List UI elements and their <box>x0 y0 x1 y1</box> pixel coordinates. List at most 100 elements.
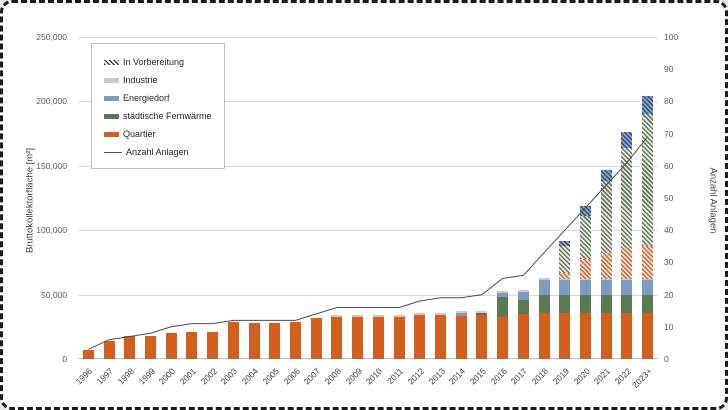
left-axis-tick: 0 <box>62 354 67 364</box>
gridline <box>78 101 658 103</box>
gridline <box>78 37 658 38</box>
bar-segment <box>580 280 591 295</box>
gridline <box>78 294 658 296</box>
legend-color-swatch <box>104 77 119 83</box>
bar-segment <box>621 294 633 313</box>
bar-segment <box>290 322 301 359</box>
bar-segment <box>621 312 633 359</box>
bar-segment <box>517 313 529 359</box>
left-axis-tick: 150,000 <box>36 160 67 171</box>
bar-segment <box>124 335 136 359</box>
bar-segment <box>476 310 488 313</box>
bar-segment <box>352 315 364 317</box>
bar-segment <box>517 292 529 300</box>
bar-segment <box>393 316 405 359</box>
right-axis-tick: 60 <box>664 160 674 171</box>
legend-line-swatch <box>104 151 122 153</box>
bar-segment <box>559 245 571 273</box>
bar-segment <box>248 322 260 359</box>
legend-color-swatch <box>104 95 119 101</box>
legend-color-swatch <box>104 113 119 119</box>
bar-segment <box>642 113 654 247</box>
left-axis-tick: 200,000 <box>36 96 67 107</box>
bar-segment <box>435 312 446 316</box>
bar-segment <box>476 312 488 316</box>
right-axis-tick: 10 <box>664 321 674 332</box>
legend-item: Anzahl Anlagen <box>104 143 212 161</box>
bar-segment <box>559 272 571 279</box>
legend-color-swatch <box>104 131 119 137</box>
bar-segment <box>642 246 654 279</box>
bar-segment <box>580 294 591 313</box>
x-axis-tick-labels: 1996 1997 1998 1999 2000 2001 2002 2003 2004 2005… <box>74 360 658 407</box>
bar-segment <box>600 294 612 313</box>
bar-segment <box>600 181 612 254</box>
bar-segment <box>600 278 612 281</box>
bar-segment <box>580 312 591 359</box>
bar-segment <box>621 280 633 295</box>
right-axis-tick: 70 <box>664 128 674 139</box>
bar-segment <box>455 315 467 359</box>
legend-item: Industrie <box>104 71 212 89</box>
right-axis-tick: 100 <box>664 32 679 42</box>
anzahl-anlagen-line <box>88 136 648 350</box>
gridline <box>78 230 658 232</box>
bar-segment <box>207 331 219 359</box>
bar-segment <box>621 248 633 279</box>
bar-segment <box>538 277 550 280</box>
bar-segment <box>559 294 571 313</box>
bar-segment <box>621 278 633 281</box>
bar-segment <box>600 169 612 182</box>
bar-segment <box>455 311 467 314</box>
bar-segment <box>372 315 384 317</box>
bar-segment <box>476 315 488 359</box>
bar-segment <box>621 147 633 249</box>
bar-segment <box>186 331 198 359</box>
bar-segment <box>600 280 612 295</box>
bar-segment <box>580 205 591 217</box>
left-axis-tick-labels: 0 50,000 100,000 150,000 200,000 250,000 <box>3 32 73 364</box>
legend-label: Industrie <box>123 75 158 85</box>
bar-segment <box>642 95 654 114</box>
bar-segment <box>372 316 384 359</box>
bar-segment <box>103 340 115 359</box>
bar-segment <box>517 299 529 314</box>
legend-item: In Vorbereitung <box>104 53 212 71</box>
bar-segment <box>455 313 467 316</box>
bar-segment <box>580 278 591 281</box>
bar-segment <box>331 316 343 359</box>
bar-segment <box>269 322 281 359</box>
right-axis-tick: 80 <box>664 96 674 107</box>
legend-label: städtische Fernwärme <box>123 111 212 121</box>
legend-label: Quartier <box>123 129 156 139</box>
left-axis-tick: 100,000 <box>36 225 67 236</box>
left-axis-tick: 50,000 <box>41 289 67 300</box>
legend-hatch-swatch <box>104 59 119 65</box>
plot-area <box>78 37 658 359</box>
bar-segment <box>559 312 571 359</box>
right-axis-tick: 50 <box>664 193 674 203</box>
bar-segment <box>642 312 654 359</box>
right-axis-title: Anzahl Anlagen <box>707 167 719 234</box>
bar-segment <box>82 349 94 359</box>
bar-segment <box>414 315 426 359</box>
legend-item: Energiedorf <box>104 89 212 107</box>
bar-segment <box>393 315 405 317</box>
legend-label: In Vorbereitung <box>123 57 185 67</box>
legend-item: Quartier <box>104 125 212 143</box>
right-axis-tick: 90 <box>664 64 674 75</box>
legend-label: Energiedorf <box>123 93 170 103</box>
bar-segment <box>331 315 343 317</box>
right-axis-tick: 0 <box>664 354 669 364</box>
right-axis-tick: 30 <box>664 257 674 268</box>
right-axis-tick-labels: 0 10 20 30 40 50 60 70 80 90 100 <box>664 32 694 364</box>
bar-segment <box>310 317 322 359</box>
left-axis-tick: 250,000 <box>36 32 67 42</box>
bar-segment <box>642 294 654 313</box>
bar-segment <box>600 253 612 279</box>
bar-segment <box>497 293 509 298</box>
x-axis-line <box>78 358 658 359</box>
bar-segment <box>165 333 177 359</box>
bar-segment <box>414 313 426 316</box>
